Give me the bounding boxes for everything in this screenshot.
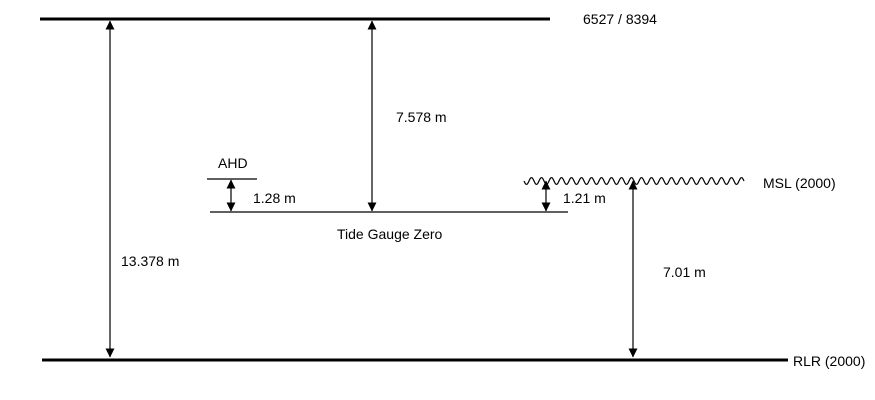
ahd-to-tgz-label: 1.28 m (253, 190, 296, 206)
msl-to-tgz-label: 1.21 m (563, 190, 606, 206)
msl-to-rlr-label: 7.01 m (663, 264, 706, 280)
ahd-label: AHD (218, 155, 248, 171)
msl-wave-line (523, 177, 745, 185)
tide-gauge-zero-label: Tide Gauge Zero (337, 226, 443, 242)
msl-label: MSL (2000) (763, 175, 836, 191)
benchmark-to-tgz-label: 7.578 m (396, 109, 447, 125)
rlr-label: RLR (2000) (793, 353, 865, 369)
benchmark-label: 6527 / 8394 (583, 11, 657, 27)
benchmark-to-rlr-label: 13.378 m (121, 253, 179, 269)
